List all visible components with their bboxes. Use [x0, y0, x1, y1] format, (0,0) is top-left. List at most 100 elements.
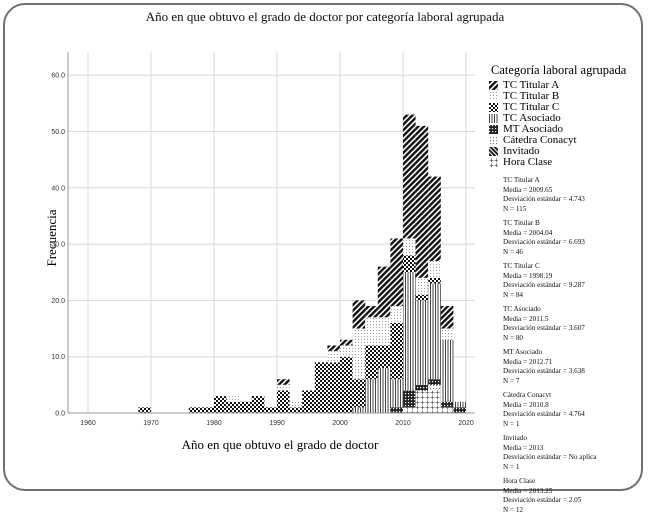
stats-block: TC Titular A Media = 2009.65 Desviación es…	[503, 176, 585, 213]
stats-block: Cátedra Conacyt Media = 2010.8 Desviación …	[503, 391, 585, 428]
x-tick-label: 1960	[80, 420, 96, 427]
bar-segment	[289, 401, 303, 408]
y-tick-label: 40.0	[51, 185, 65, 192]
bar-segment	[289, 407, 303, 413]
bar-segment	[251, 396, 265, 413]
y-tick-label: 30.0	[51, 242, 65, 249]
bar-segment	[327, 362, 340, 413]
legend-item-invitado: Invitado	[489, 146, 577, 157]
legend-item-mt-asociado: MT Asociado	[489, 124, 577, 135]
stats-block: TC Titular C Media = 1998.19 Desviación es…	[503, 262, 585, 299]
bar-segment	[390, 379, 403, 408]
bar-segment	[226, 401, 240, 413]
bar-segment	[314, 362, 328, 413]
bar-segment	[440, 339, 454, 402]
x-axis-label: Año en que obtuvo el grado de doctor	[181, 437, 379, 452]
bar-segment	[403, 407, 416, 413]
bar-segment	[327, 345, 340, 352]
bar-segment	[352, 407, 366, 413]
bar-segment	[403, 114, 416, 239]
bar-segment	[428, 260, 441, 278]
swatch-icon	[489, 147, 498, 156]
bar-segment	[453, 407, 466, 413]
bar-segment	[390, 238, 403, 307]
bar-segment	[428, 283, 441, 380]
y-tick-label: 50.0	[51, 129, 65, 136]
bar-segment	[239, 401, 252, 413]
x-tick-label: 2000	[332, 420, 348, 427]
bar-segment	[365, 345, 378, 380]
legend-title: Categoría laboral agrupada	[491, 63, 627, 77]
bar-segment	[264, 407, 277, 413]
bar-segment	[453, 401, 466, 408]
chart-title: Año en que obtuvo el grado de doctor por…	[145, 9, 505, 24]
stats-block: TC Titular B Media = 2004.04 Desviación es…	[503, 219, 585, 256]
bar-segment	[277, 390, 290, 413]
bar-segment	[403, 238, 416, 256]
x-tick-label: 1980	[206, 420, 222, 427]
bar-segment	[377, 345, 391, 368]
bar-segment	[340, 345, 353, 357]
x-tick-label: 1970	[143, 420, 159, 427]
bar-segment	[403, 272, 416, 391]
stats-panel: TC Titular A Media = 2009.65 Desviación es…	[503, 176, 596, 520]
bar-segment	[352, 300, 366, 329]
x-tick-label: 2020	[458, 420, 474, 427]
bar-segment	[390, 322, 403, 380]
bar-segment	[377, 266, 391, 318]
plot-area: 0.0 10.0 20.0 30.0 40.0 50.0 60.0 1960 1970 1980 1…	[51, 52, 475, 427]
swatch-icon	[489, 103, 498, 112]
y-tick-label: 0.0	[55, 411, 65, 418]
legend-item-catedra-conacyt: Cátedra Conacyt	[489, 135, 577, 146]
swatch-icon	[489, 92, 498, 101]
legend-item-tc-titular-a: TC Titular A	[489, 80, 577, 91]
bar-segment	[403, 255, 416, 273]
bar-segment	[340, 339, 353, 346]
legend-item-tc-titular-b: TC Titular B	[489, 91, 577, 102]
bar-segment	[327, 351, 340, 363]
stats-block: Invitado Media = 2013 Desviación estándar …	[503, 434, 597, 471]
y-tick-label: 60.0	[51, 73, 65, 80]
bar-segment	[365, 317, 378, 346]
swatch-icon	[489, 114, 498, 123]
bar-segment	[428, 176, 441, 261]
y-axis-label: Frecuencia	[44, 209, 59, 267]
bar-segment	[377, 317, 391, 346]
bar-segment	[415, 277, 429, 295]
bar-segment	[428, 390, 441, 413]
bar-segment	[201, 407, 214, 413]
bar-segment	[440, 328, 454, 340]
swatch-icon	[489, 81, 498, 90]
legend-item-tc-asociado: TC Asociado	[489, 113, 577, 124]
bar-segment	[277, 379, 290, 385]
legend-item-tc-titular-c: TC Titular C	[489, 102, 577, 113]
x-tick-label: 1990	[269, 420, 285, 427]
bar-segment	[415, 125, 429, 278]
x-tick-label: 2010	[395, 420, 411, 427]
bar-segment	[415, 300, 429, 385]
bar-segment	[188, 407, 202, 413]
swatch-icon	[489, 158, 498, 167]
swatch-icon	[489, 125, 498, 134]
bar-segment	[440, 407, 454, 413]
bar-segment	[403, 390, 416, 408]
bar-segment	[214, 396, 227, 413]
y-tick-label: 20.0	[51, 298, 65, 305]
bar-segment	[415, 390, 429, 413]
swatch-icon	[489, 136, 498, 145]
stats-block: Hora Clase Media = 2013.25 Desviación está…	[503, 477, 582, 514]
bar-segment	[390, 306, 403, 323]
bar-segment	[365, 306, 378, 318]
bar-segment	[390, 407, 403, 413]
legend: TC Titular A TC Titular B TC Titular C T…	[489, 80, 577, 168]
bar-segment	[365, 379, 378, 413]
y-tick-label: 10.0	[51, 354, 65, 361]
bar-segment	[277, 384, 290, 391]
bar-segment	[415, 294, 429, 301]
bar-segment	[428, 277, 441, 284]
bar-segment	[352, 379, 366, 408]
bar-segment	[377, 367, 391, 413]
bar-segment	[428, 379, 441, 385]
stats-block: MT Asociado Media = 2012.71 Desviación est…	[503, 348, 585, 385]
bar-segment	[340, 356, 353, 413]
